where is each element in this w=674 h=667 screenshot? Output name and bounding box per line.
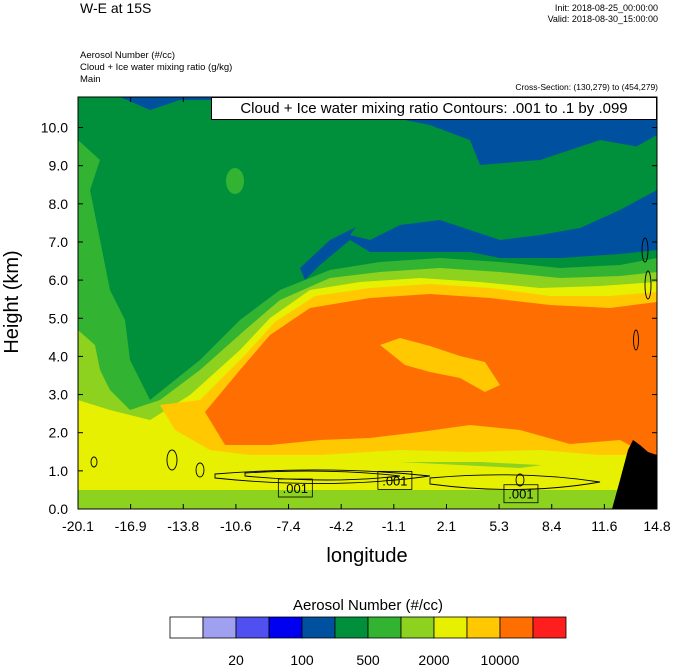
terrain <box>612 440 657 509</box>
y-tick-label: 6.0 <box>49 272 69 288</box>
contour-loop-3 <box>90 456 98 468</box>
x-tick-label: -16.9 <box>115 518 147 534</box>
contour-label: .001 <box>382 473 407 488</box>
colorbar-swatch <box>499 616 534 639</box>
contour-lens-east <box>429 474 601 490</box>
blob-green-upper <box>226 168 244 194</box>
y-tick-label: 2.0 <box>49 425 69 441</box>
contour-lens-main <box>214 469 431 484</box>
lower-yellow-strip <box>78 440 657 490</box>
x-axis: -20.1 -16.9 -13.8 -10.6 -7.4 -4.2 -1.1 2.1 5.3 8.… <box>62 97 671 534</box>
y-tick-label: 0.0 <box>49 501 69 517</box>
colorbar-title: Aerosol Number (#/cc) <box>293 597 443 614</box>
init-time-label: Init: 2018-08-25_00:00:00 <box>554 3 658 13</box>
contour-label-box <box>503 484 539 504</box>
contour-loop-4 <box>641 237 649 263</box>
y-tick-label: 8.0 <box>49 196 69 212</box>
field-label-main: Main <box>80 74 101 85</box>
x-tick-label: -13.8 <box>167 518 199 534</box>
contour-label-box <box>277 478 313 498</box>
x-tick-label: -4.2 <box>329 518 353 534</box>
colorbar-tick-label: 20 <box>228 652 244 667</box>
y-tick-label: 3.0 <box>49 387 69 403</box>
colorbar-swatch <box>301 616 336 639</box>
valid-time-label: Valid: 2018-08-30_15:00:00 <box>547 14 658 24</box>
y-tick-label: 7.0 <box>49 234 69 250</box>
region-green-intrusion <box>350 135 657 240</box>
field-label-cloud-ice: Cloud + Ice water mixing ratio (g/kg) <box>80 62 233 73</box>
contour-labels: .001 .001 .001 <box>277 470 539 504</box>
contour-loop-1 <box>166 449 178 471</box>
x-tick-label: 14.8 <box>643 518 670 534</box>
colorbar-swatch <box>235 616 270 639</box>
y-axis-label: Height (km) <box>1 250 23 353</box>
y-axis: 0.0 1.0 2.0 3.0 4.0 5.0 6.0 7.0 8.0 9.0 10.0 <box>41 120 657 517</box>
colorbar-swatch <box>433 616 468 639</box>
y-tick-label: 4.0 <box>49 348 69 364</box>
x-tick-label: -7.4 <box>276 518 300 534</box>
colorbar-swatch <box>466 616 501 639</box>
contour-loop-2 <box>195 462 205 478</box>
y-tick-label: 9.0 <box>49 158 69 174</box>
y-tick-label: 1.0 <box>49 463 69 479</box>
colorbar-tick-label: 100 <box>290 652 314 667</box>
field-label-aerosol: Aerosol Number (#/cc) <box>80 50 176 61</box>
colorbar-swatch <box>400 616 435 639</box>
contour-label-box <box>377 470 413 490</box>
contour-label: .001 <box>508 487 533 502</box>
cross-section-label: Cross-Section: (130,279) to (454,279) <box>515 82 658 92</box>
contour-legend-box: Cloud + Ice water mixing ratio Contours:… <box>211 97 657 120</box>
notch-amber <box>380 338 500 392</box>
colorbar-swatch <box>367 616 402 639</box>
contour-loop-5 <box>644 270 652 300</box>
x-tick-label: -20.1 <box>62 518 94 534</box>
blob-green-cloud <box>457 154 473 166</box>
y-tick-label: 10.0 <box>41 120 68 136</box>
x-tick-label: -10.6 <box>220 518 252 534</box>
colorbar-tick-label: 2000 <box>418 652 449 667</box>
colorbar-tick-label: 10000 <box>481 652 520 667</box>
contour-loop-6 <box>633 329 639 351</box>
colorbar-swatch <box>334 616 369 639</box>
x-tick-label: 2.1 <box>437 518 457 534</box>
x-tick-label: 8.4 <box>542 518 562 534</box>
colorbar-tick-labels: 20 100 500 2000 10000 <box>228 652 519 667</box>
colorbar-swatch <box>169 616 204 639</box>
band-orange <box>205 294 657 460</box>
colorbar-swatch <box>532 616 567 639</box>
x-axis-label: longitude <box>326 545 407 567</box>
colorbar-tick-label: 500 <box>356 652 380 667</box>
colorbar-swatch <box>268 616 303 639</box>
colorbar <box>169 616 567 639</box>
y-tick-label: 5.0 <box>49 310 69 326</box>
x-tick-label: 5.3 <box>489 518 509 534</box>
contour-label: .001 <box>283 481 308 496</box>
colorbar-swatch <box>202 616 237 639</box>
x-tick-label: 11.6 <box>591 518 617 534</box>
heatmap-fill <box>78 97 657 509</box>
chart-title: W-E at 15S <box>80 0 152 16</box>
contour-loop-7 <box>515 473 525 487</box>
x-tick-label: -1.1 <box>382 518 406 534</box>
